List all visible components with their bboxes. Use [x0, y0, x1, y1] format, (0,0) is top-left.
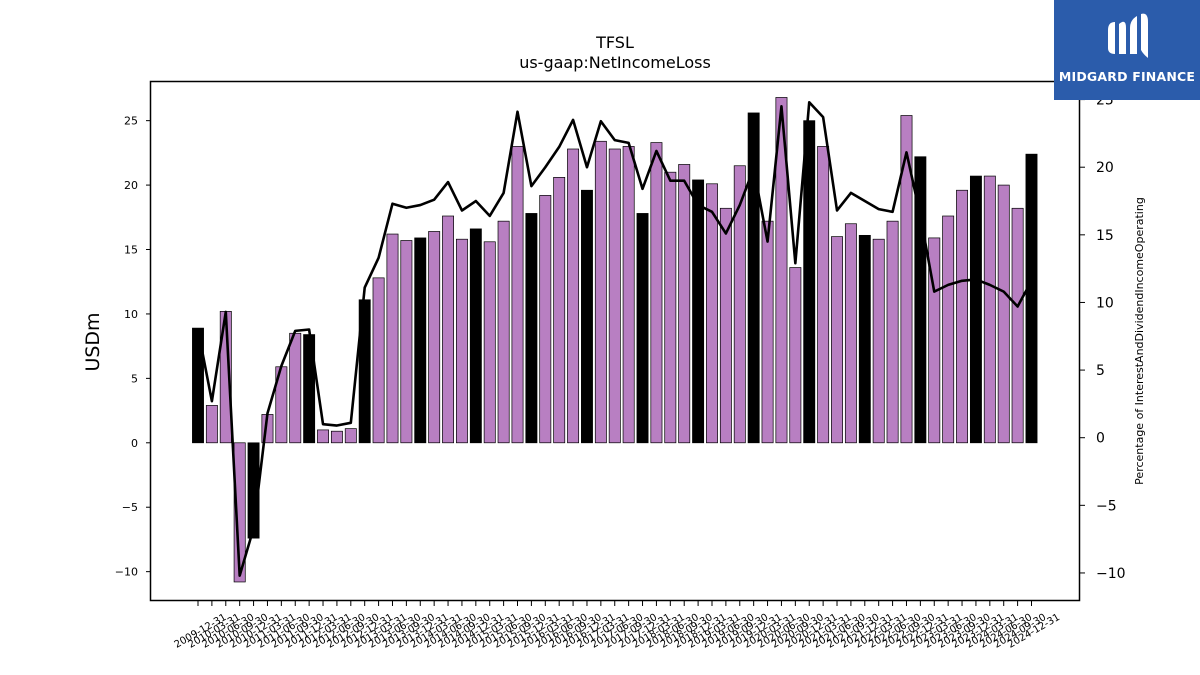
bar: [567, 148, 580, 444]
bar: [525, 213, 538, 444]
bar: [192, 327, 204, 444]
bar: [969, 175, 982, 444]
bar: [886, 220, 899, 444]
y-tick-label: 0: [131, 437, 138, 450]
y-tick-label: −10: [115, 566, 138, 579]
bar: [678, 164, 691, 444]
bar: [956, 189, 968, 444]
bar: [928, 237, 941, 444]
bar: [317, 429, 329, 444]
bar: [553, 177, 566, 444]
y2-tick-label: −5: [1096, 498, 1117, 514]
bar: [942, 215, 955, 444]
y2-axis-label: Percentage of InterestAndDividendIncomeO…: [1133, 197, 1146, 485]
bar: [775, 97, 788, 444]
bar: [594, 140, 607, 444]
chart-title: TFSL: [595, 33, 634, 52]
bar: [997, 184, 1010, 444]
y-tick-label: −5: [122, 501, 138, 514]
bar: [664, 171, 677, 444]
bar: [914, 156, 927, 444]
y2-tick-label: 15: [1096, 228, 1114, 244]
bar: [442, 215, 455, 444]
y-tick-label: 15: [124, 244, 138, 257]
bar: [803, 120, 816, 444]
bar: [289, 332, 302, 444]
bar: [844, 223, 857, 444]
line-path: [196, 100, 1033, 577]
bar: [747, 112, 760, 444]
bar: [872, 238, 885, 444]
y-tick-label: 20: [124, 179, 138, 192]
bar: [789, 267, 802, 444]
y-tick-label: 10: [124, 308, 138, 321]
bar: [983, 175, 996, 444]
bar: [414, 237, 427, 444]
bar: [1025, 153, 1038, 444]
bar: [330, 430, 343, 444]
bar: [636, 213, 649, 444]
bar: [469, 228, 482, 444]
bar: [539, 195, 552, 444]
logo-text: MIDGARD FINANCE: [1058, 69, 1196, 84]
bar: [455, 238, 468, 444]
y2-tick-label: 10: [1096, 295, 1114, 311]
logo-mark-icon: [1108, 13, 1148, 59]
y-axis-label: USDm: [82, 312, 104, 371]
bar: [650, 142, 663, 444]
y2-tick-label: 20: [1096, 160, 1114, 176]
chart-subtitle: us-gaap:NetIncomeLoss: [519, 53, 711, 72]
bar-series: [192, 97, 1038, 583]
bar: [733, 165, 746, 444]
bar: [205, 405, 218, 444]
y2-tick-label: 5: [1096, 363, 1105, 379]
x-axis: 2009-12-312010-03-312010-06-302010-09-30…: [173, 600, 1062, 651]
bar: [581, 189, 593, 444]
bar: [900, 115, 913, 444]
line-series: [196, 100, 1033, 577]
bar: [511, 146, 524, 444]
y2-tick-label: −10: [1096, 566, 1126, 582]
bar: [692, 179, 705, 444]
bar: [831, 236, 843, 444]
bar: [428, 231, 441, 444]
logo: MIDGARD FINANCE: [1054, 0, 1200, 100]
bar: [497, 220, 510, 444]
bar: [719, 207, 732, 444]
bar: [483, 241, 496, 444]
y2-tick-label: 0: [1096, 431, 1105, 447]
y-tick-label: 25: [124, 115, 138, 128]
bar: [1011, 207, 1024, 444]
bar: [608, 148, 621, 444]
bar: [344, 428, 357, 444]
bar: [372, 277, 385, 444]
bar: [817, 146, 830, 444]
y-axis: −10 −5 0 5 10 15 20 25: [115, 115, 151, 579]
bar: [858, 234, 871, 444]
y-tick-label: 5: [131, 372, 138, 385]
bar: [622, 146, 635, 444]
bar: [706, 183, 718, 444]
bar: [233, 442, 246, 583]
bar: [386, 233, 399, 444]
bar: [761, 220, 774, 444]
bar: [400, 240, 413, 444]
